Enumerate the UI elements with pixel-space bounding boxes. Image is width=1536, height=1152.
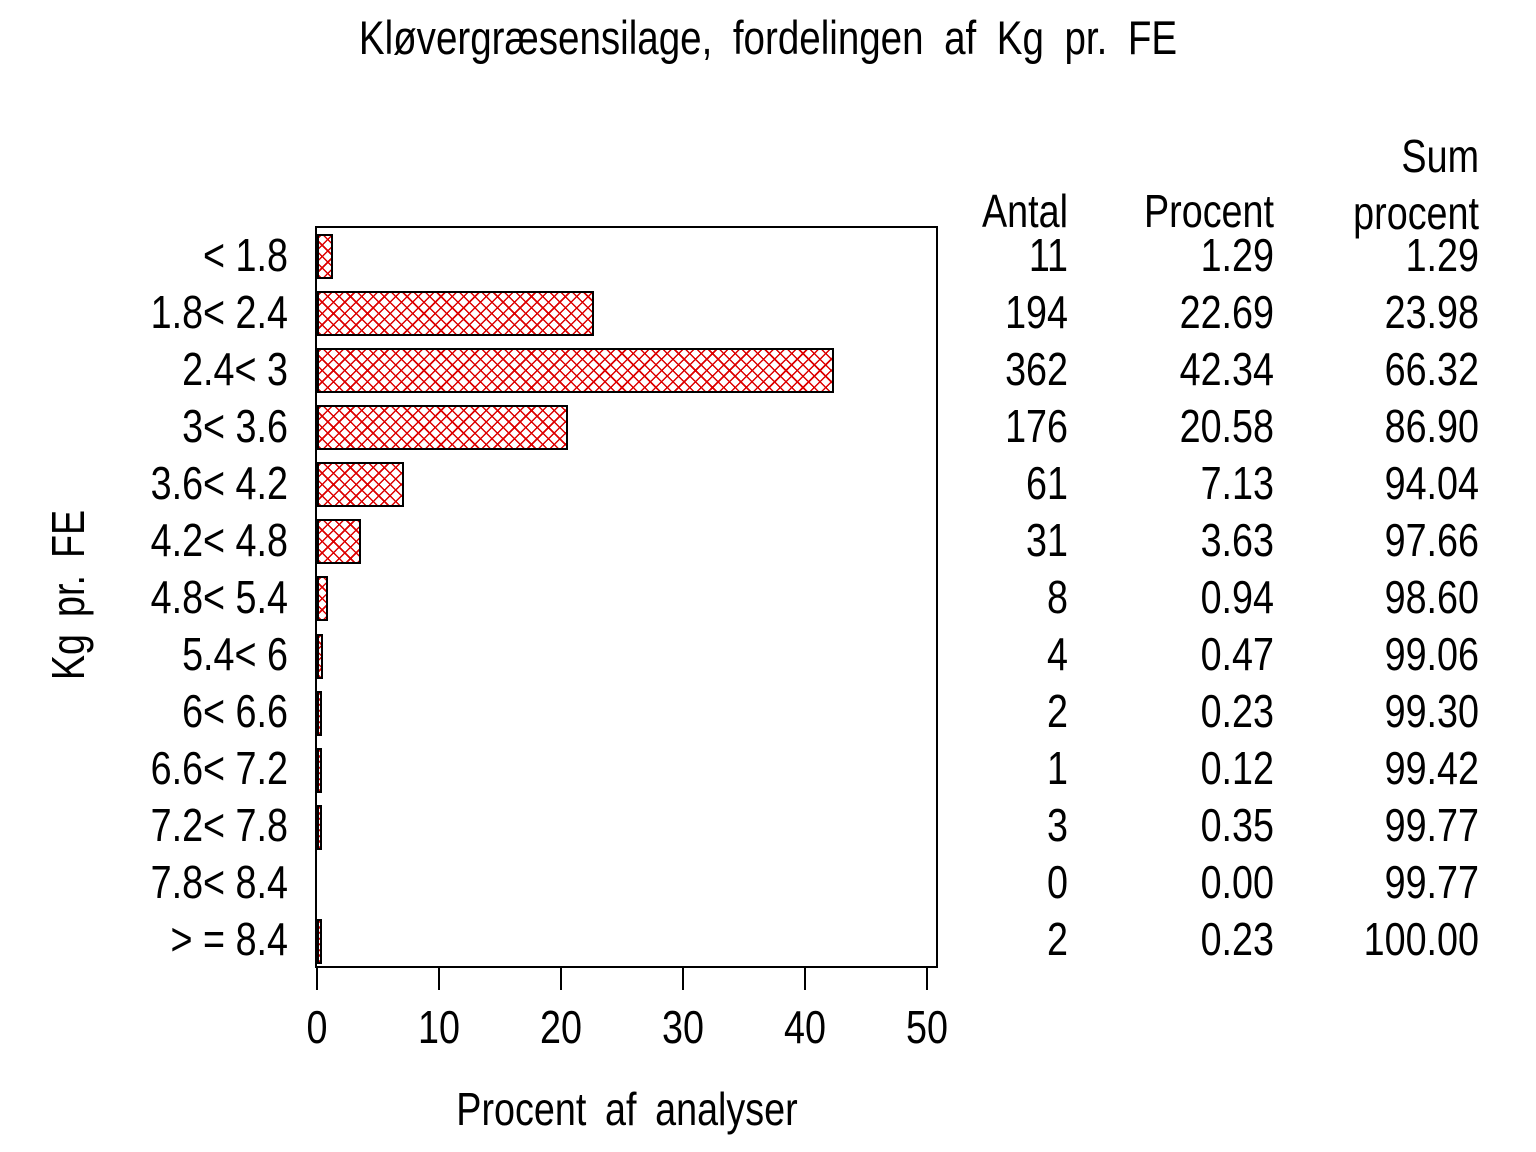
bar-5.4<6 xyxy=(317,634,323,679)
table-cell-antal: 2 xyxy=(1047,685,1068,737)
x-tick-label: 50 xyxy=(906,1001,948,1053)
bar-7.2<7.8 xyxy=(317,805,322,850)
table-cell-sum: 99.42 xyxy=(1384,742,1479,794)
category-label: 7.2< 7.8 xyxy=(150,799,288,851)
category-label: 2.4< 3 xyxy=(182,343,288,395)
x-axis-title: Procent af analyser xyxy=(456,1083,798,1135)
table-cell-antal: 31 xyxy=(1026,514,1068,566)
table-cell-antal: 8 xyxy=(1047,571,1068,623)
table-cell-sum: 99.30 xyxy=(1384,685,1479,737)
chart-title: Kløvergræsensilage, fordelingen af Kg pr… xyxy=(358,11,1178,64)
table-cell-procent: 1.29 xyxy=(1200,229,1274,281)
table-cell-sum: 99.06 xyxy=(1384,628,1479,680)
category-label: 7.8< 8.4 xyxy=(150,856,288,908)
table-cell-sum: 66.32 xyxy=(1384,343,1479,395)
table-cell-sum: 23.98 xyxy=(1384,286,1479,338)
table-cell-procent: 42.34 xyxy=(1179,343,1274,395)
table-cell-antal: 1 xyxy=(1047,742,1068,794)
bar-4.8<5.4 xyxy=(317,576,328,621)
table-cell-antal: 2 xyxy=(1047,913,1068,965)
table-cell-sum: 99.77 xyxy=(1384,856,1479,908)
table-cell-procent: 20.58 xyxy=(1179,400,1274,452)
table-cell-sum: 100.00 xyxy=(1363,913,1479,965)
table-cell-antal: 11 xyxy=(1028,229,1068,281)
table-cell-antal: 194 xyxy=(1005,286,1068,338)
category-label: < 1.8 xyxy=(203,229,288,281)
table-cell-sum: 99.77 xyxy=(1384,799,1479,851)
x-tick-label: 40 xyxy=(784,1001,826,1053)
table-cell-antal: 3 xyxy=(1047,799,1068,851)
bar-6.6<7.2 xyxy=(317,748,322,793)
x-tick-mark xyxy=(682,968,684,990)
column-header-sum-procent: Sum procent xyxy=(1151,128,1479,242)
table-cell-sum: 94.04 xyxy=(1384,457,1479,509)
x-tick-mark xyxy=(438,968,440,990)
x-tick-label: 0 xyxy=(306,1001,328,1053)
table-cell-antal: 0 xyxy=(1047,856,1068,908)
bar-6<6.6 xyxy=(317,691,322,736)
category-label: 4.8< 5.4 xyxy=(150,571,288,623)
category-label: 3.6< 4.2 xyxy=(150,457,288,509)
table-cell-procent: 0.12 xyxy=(1200,742,1274,794)
category-label: 1.8< 2.4 xyxy=(150,286,288,338)
column-header-procent: Procent xyxy=(1144,185,1274,237)
table-cell-procent: 3.63 xyxy=(1200,514,1274,566)
category-label: 6.6< 7.2 xyxy=(150,742,288,794)
table-cell-antal: 176 xyxy=(1005,400,1068,452)
x-tick-label: 20 xyxy=(540,1001,582,1053)
column-header-sum-line2: procent xyxy=(1353,187,1479,239)
table-cell-procent: 0.94 xyxy=(1200,571,1274,623)
bar-2.4<3 xyxy=(317,348,834,393)
category-label: 4.2< 4.8 xyxy=(150,514,288,566)
x-tick-mark xyxy=(804,968,806,990)
bar->=8.4 xyxy=(317,919,322,964)
table-cell-procent: 0.23 xyxy=(1200,913,1274,965)
bar-3.6<4.2 xyxy=(317,462,404,507)
table-cell-sum: 86.90 xyxy=(1384,400,1479,452)
category-label: 3< 3.6 xyxy=(182,400,288,452)
category-label: 6< 6.6 xyxy=(182,685,288,737)
table-cell-antal: 4 xyxy=(1047,628,1068,680)
x-tick-mark xyxy=(316,968,318,990)
x-tick-mark xyxy=(926,968,928,990)
bar-1.8<2.4 xyxy=(317,291,594,336)
table-cell-sum: 98.60 xyxy=(1384,571,1479,623)
table-cell-procent: 0.00 xyxy=(1200,856,1274,908)
bar-3<3.6 xyxy=(317,405,568,450)
category-label: 5.4< 6 xyxy=(182,628,288,680)
column-header-sum-line1: Sum xyxy=(1401,130,1479,182)
category-label: > = 8.4 xyxy=(170,913,288,965)
table-cell-procent: 7.13 xyxy=(1200,457,1274,509)
table-cell-antal: 61 xyxy=(1026,457,1068,509)
table-cell-sum: 1.29 xyxy=(1405,229,1479,281)
table-cell-procent: 0.47 xyxy=(1200,628,1274,680)
plot-area xyxy=(315,226,938,968)
x-tick-mark xyxy=(560,968,562,990)
table-cell-procent: 0.23 xyxy=(1200,685,1274,737)
table-cell-procent: 22.69 xyxy=(1179,286,1274,338)
table-cell-antal: 362 xyxy=(1005,343,1068,395)
table-cell-procent: 0.35 xyxy=(1200,799,1274,851)
bar-4.2<4.8 xyxy=(317,519,361,564)
table-cell-sum: 97.66 xyxy=(1384,514,1479,566)
x-tick-label: 30 xyxy=(662,1001,704,1053)
bar-<1.8 xyxy=(317,234,333,279)
column-header-antal: Antal xyxy=(982,185,1068,237)
x-tick-label: 10 xyxy=(418,1001,460,1053)
